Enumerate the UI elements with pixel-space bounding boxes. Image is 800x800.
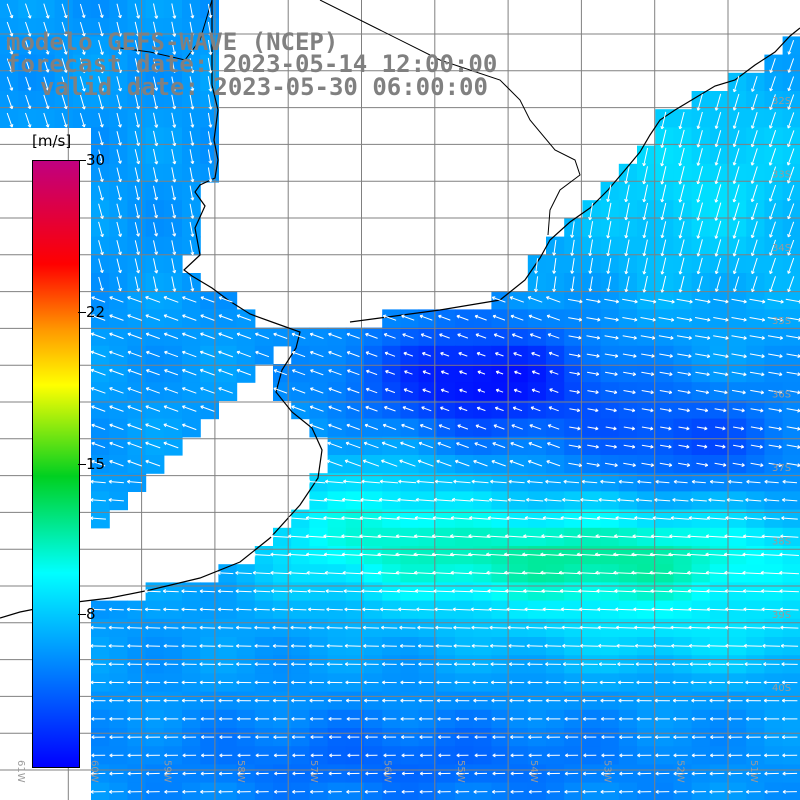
valid-date: valid date: 2023-05-30 06:00:00 <box>40 73 488 101</box>
wind-arrow <box>43 40 50 55</box>
wind-arrow <box>98 57 104 74</box>
colorbar-tick <box>78 614 86 615</box>
wind-arrow <box>6 58 14 73</box>
wind-arrow <box>79 21 86 37</box>
latitude-label: 32S <box>772 96 791 107</box>
wind-arrow <box>79 58 86 74</box>
colorbar-label-15: 15 <box>86 455 106 473</box>
colorbar-label-8: 8 <box>86 605 96 623</box>
wind-arrow <box>61 21 68 37</box>
wind-arrow <box>43 58 50 73</box>
colorbar-tick <box>78 464 86 465</box>
wind-arrow <box>171 21 177 37</box>
wind-arrow <box>207 39 213 56</box>
wind-arrow <box>116 3 122 19</box>
wind-arrow <box>43 21 50 37</box>
longitude-label: 61W <box>15 760 26 783</box>
wind-arrow <box>134 3 141 19</box>
wind-arrow <box>134 21 140 37</box>
longitude-label: 59W <box>162 760 173 783</box>
wind-arrow <box>787 40 795 55</box>
colorbar-label-22: 22 <box>86 303 106 321</box>
wind-arrow <box>116 39 122 55</box>
coastline <box>0 0 800 619</box>
wind-arrow <box>207 21 213 37</box>
latitude-label: 33S <box>772 169 791 180</box>
longitude-label: 60W <box>88 760 99 783</box>
wind-arrow <box>6 40 14 55</box>
latitude-label: 37S <box>772 463 791 474</box>
wind-arrow <box>25 3 32 19</box>
longitude-label: 51W <box>748 760 759 783</box>
wind-arrow <box>61 3 68 19</box>
wind-arrow <box>189 3 195 19</box>
latitude-label: 39S <box>772 610 791 621</box>
wind-arrow <box>98 21 104 37</box>
longitude-label: 58W <box>235 760 246 783</box>
wind-arrow <box>153 3 159 19</box>
coastline-argentina <box>0 0 323 619</box>
wind-arrow <box>153 21 159 37</box>
longitude-label: 53W <box>601 760 612 783</box>
latitude-label: 36S <box>772 390 791 401</box>
wind-arrow <box>171 3 177 19</box>
wind-arrow <box>189 21 195 37</box>
wind-arrow <box>116 21 122 37</box>
colorbar-unit: [m/s] <box>32 132 72 150</box>
wind-arrow <box>153 58 158 73</box>
wind-arrow <box>98 39 104 55</box>
latitude-label: 40S <box>772 683 791 694</box>
wind-arrow <box>171 40 177 55</box>
latitude-label: 34S <box>772 243 791 254</box>
longitude-label: 52W <box>675 760 686 783</box>
wind-arrow <box>134 58 140 73</box>
wind-arrow <box>189 39 195 55</box>
colorbar-label-30: 30 <box>86 151 106 169</box>
wind-arrow <box>116 58 122 74</box>
wind-arrow <box>61 58 68 73</box>
colorbar-tick <box>78 160 86 161</box>
wind-arrow <box>6 3 14 19</box>
wind-arrow <box>25 58 32 73</box>
longitude-label: 54W <box>528 760 539 783</box>
longitude-label: 55W <box>455 760 466 783</box>
wind-arrows <box>6 3 800 794</box>
wind-arrow <box>79 3 86 18</box>
wind-arrow <box>153 40 159 55</box>
colorbar-gradient <box>32 160 80 768</box>
wind-arrow <box>6 21 14 37</box>
longitude-label: 56W <box>382 760 393 783</box>
border-line <box>119 0 213 61</box>
border-line <box>319 0 581 236</box>
wind-arrow <box>207 3 213 19</box>
wind-arrow <box>98 3 104 18</box>
wind-arrow <box>25 40 32 55</box>
colorbar-tick <box>78 312 86 313</box>
wind-arrow <box>134 40 140 55</box>
wind-arrow <box>79 39 86 55</box>
wind-arrow <box>43 3 50 19</box>
wind-arrow <box>61 40 68 55</box>
latitude-label: 38S <box>772 536 791 547</box>
latitude-label: 35S <box>772 316 791 327</box>
wind-arrow <box>25 21 32 37</box>
longitude-label: 57W <box>308 760 319 783</box>
coastline-uruguay-brazil <box>349 27 800 323</box>
